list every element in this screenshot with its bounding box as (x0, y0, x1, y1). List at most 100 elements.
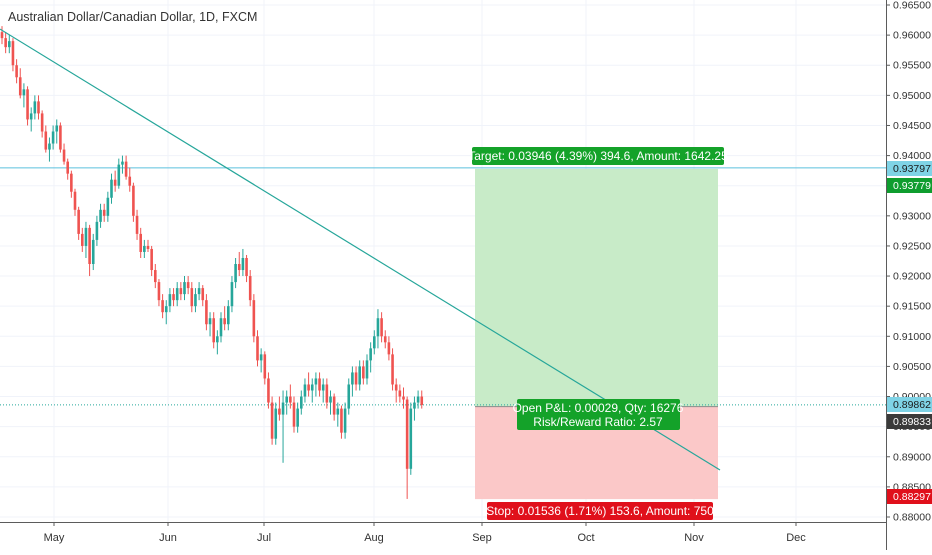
time-tick-labels: May Jun Jul Aug Sep Oct Nov Dec (44, 522, 806, 544)
time-tick-label: Sep (472, 532, 492, 544)
candle-body (398, 390, 402, 397)
candle-body (307, 384, 310, 391)
candle-body (270, 402, 274, 439)
candle-body (143, 245, 146, 252)
candle-body (252, 300, 256, 337)
candle-body (175, 288, 179, 301)
candle-body (37, 101, 40, 114)
candle-body (278, 408, 281, 415)
time-axis[interactable] (0, 522, 886, 550)
candle-body (48, 143, 51, 150)
candle-body (340, 408, 343, 433)
price-tick-label: 0.94500 (893, 120, 931, 132)
candle-body (383, 336, 387, 343)
candle-body (135, 215, 139, 234)
candle-body (325, 384, 329, 403)
time-tick-label: Dec (786, 532, 806, 544)
trendline[interactable] (0, 28, 721, 471)
candle-body (172, 294, 175, 301)
trendline-layer[interactable] (0, 28, 721, 471)
time-tick-label: Oct (577, 532, 594, 544)
candle-body (336, 408, 340, 415)
candle-body (66, 161, 69, 174)
price-tick-label: 0.91500 (893, 301, 931, 313)
candle-body (55, 125, 59, 132)
entry-price-tag-bg (887, 414, 932, 429)
candle-body (289, 396, 292, 403)
candle-body (369, 348, 372, 361)
candle-body (248, 276, 252, 301)
candle-body (70, 173, 73, 192)
candle-body (245, 257, 248, 277)
candle-body (146, 245, 150, 249)
candle-body (73, 191, 77, 210)
candle-body (347, 384, 351, 409)
target-price-tag-bg (887, 178, 932, 193)
candle-body (51, 131, 55, 144)
chart-title: Australian Dollar/Canadian Dollar, 1D, F… (8, 10, 257, 24)
candle-body (44, 131, 48, 150)
candle-body (179, 288, 183, 295)
time-axis-bg (0, 522, 886, 550)
time-tick-label: Jul (257, 532, 271, 544)
candle-body (197, 288, 201, 295)
target-label: Target: 0.03946 (4.39%) 394.6, Amount: 1… (468, 149, 728, 163)
candle-body (161, 300, 164, 313)
candle-body (194, 294, 197, 307)
candle-body (88, 227, 91, 265)
candle-body (303, 384, 307, 397)
candle-body (205, 300, 208, 325)
candle-body (157, 282, 161, 301)
candle-body (22, 89, 26, 96)
time-tick-label: Aug (364, 532, 384, 544)
price-tick-label: 0.88000 (893, 512, 931, 524)
price-tick-label: 0.95500 (893, 60, 931, 72)
time-tick-label: Jun (159, 532, 177, 544)
candle-body (186, 282, 190, 289)
target-zone[interactable] (475, 168, 718, 407)
horizontal-price-tag-bg (887, 161, 932, 176)
pnl-label-bg (517, 399, 680, 430)
target-price-tag: 0.93779 (893, 180, 931, 192)
candle-body (354, 372, 358, 385)
candle-body (416, 396, 420, 403)
candle-body (310, 384, 314, 391)
candle-body (95, 221, 99, 240)
candle-body (11, 41, 15, 66)
candle-body (241, 257, 245, 271)
candle-body (150, 248, 153, 271)
candle-body (33, 101, 37, 114)
candle-body (332, 396, 336, 415)
position-labels[interactable]: Target: 0.03946 (4.39%) 394.6, Amount: 1… (468, 147, 728, 520)
candle-body (62, 149, 66, 162)
stop-label-bg (487, 502, 713, 520)
candle-body (409, 408, 413, 469)
price-axis-bg (886, 0, 932, 522)
candle-body (230, 282, 234, 307)
horizontal-price-tag: 0.93797 (893, 163, 931, 175)
target-label-bg (472, 147, 724, 165)
candle-body (4, 38, 7, 48)
candle-body (274, 408, 278, 439)
position-zones (475, 168, 718, 500)
candle-body (8, 41, 11, 48)
risk-reward-label: Risk/Reward Ratio: 2.57 (533, 415, 663, 429)
candle-body (99, 209, 102, 222)
candle-body (343, 408, 347, 433)
candle-body (132, 185, 135, 216)
candle-body (113, 179, 117, 186)
candle-body (91, 239, 95, 265)
candle-body (237, 264, 241, 271)
candle-body (59, 125, 62, 150)
stop-label: Stop: 0.01536 (1.71%) 153.6, Amount: 750 (486, 504, 714, 518)
candle-body (391, 354, 394, 385)
candle-body (380, 318, 383, 337)
price-tick-label: 0.92500 (893, 240, 931, 252)
candle-body (102, 209, 106, 216)
candle-body (256, 336, 259, 361)
price-axis[interactable] (886, 0, 932, 550)
candle-body (216, 336, 219, 343)
candle-body (201, 288, 205, 301)
